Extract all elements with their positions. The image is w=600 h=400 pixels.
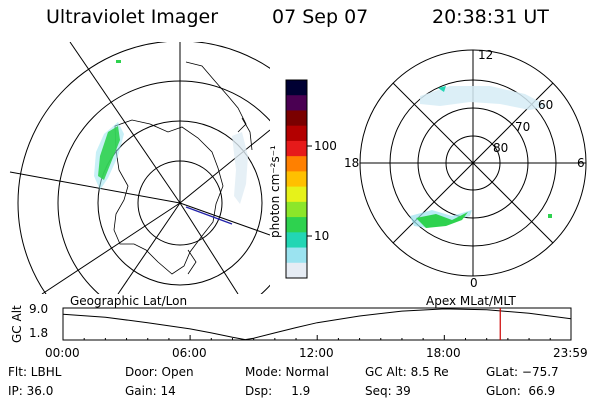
right-panel-caption: Apex MLat/MLT	[426, 294, 516, 308]
ip-info: IP: 36.0	[8, 384, 54, 398]
colorbar-cell	[286, 95, 307, 111]
instrument-title: Ultraviolet Imager	[46, 6, 219, 28]
mlat-label-80: 80	[493, 141, 509, 155]
colorbar-cell	[286, 171, 307, 188]
door-info: Door: Open	[125, 365, 194, 379]
colorbar-tick-10: 10	[314, 229, 330, 243]
mlt-label-6: 6	[577, 156, 585, 170]
colorbar-cell	[286, 140, 307, 157]
colorbar-cell	[286, 201, 307, 218]
gc-alt-info: GC Alt: 8.5 Re	[365, 365, 449, 379]
mlt-label-18: 18	[344, 156, 360, 170]
gain-info: Gain: 14	[125, 384, 176, 398]
colorbar-cell	[286, 217, 307, 233]
xtick-0000: 00:00	[45, 346, 80, 360]
dsp-info: Dsp: 1.9	[245, 384, 311, 398]
colorbar-cell	[286, 186, 307, 203]
seq-info: Seq: 39	[365, 384, 411, 398]
left-panel-caption: Geographic Lat/Lon	[70, 294, 188, 308]
filter-info: Flt: LBHL	[8, 365, 62, 379]
date-label: 07 Sep 07	[272, 6, 369, 28]
colorbar-cell	[286, 247, 307, 264]
glat-info: GLat: −75.7	[486, 365, 559, 379]
colorbar-tick-100: 100	[314, 139, 337, 153]
xtick-1200: 12:00	[299, 346, 334, 360]
xtick-2359: 23:59	[553, 346, 588, 360]
colorbar-cell	[286, 80, 307, 96]
colorbar-cell	[286, 110, 307, 127]
glon-info: GLon: 66.9	[486, 384, 556, 398]
altitude-ytick-top: 9.0	[29, 302, 49, 316]
mlt-label-12: 12	[478, 48, 494, 62]
colorbar-cell	[286, 156, 307, 172]
altitude-ylabel: GC Alt	[10, 305, 24, 343]
colorbar-cell	[286, 262, 307, 279]
colorbar-cell	[286, 125, 307, 142]
colorbar-cell	[286, 232, 307, 249]
altitude-series-line	[62, 308, 572, 341]
xtick-1800: 18:00	[426, 346, 461, 360]
mlt-label-0: 0	[470, 276, 478, 290]
mode-info: Mode: Normal	[245, 365, 329, 379]
mlat-label-70: 70	[515, 120, 531, 134]
mlat-label-60: 60	[538, 98, 554, 112]
altitude-ytick-bottom: 1.8	[29, 326, 49, 340]
xtick-0600: 06:00	[172, 346, 207, 360]
coastline-outline	[113, 119, 224, 275]
time-label: 20:38:31 UT	[432, 6, 549, 28]
